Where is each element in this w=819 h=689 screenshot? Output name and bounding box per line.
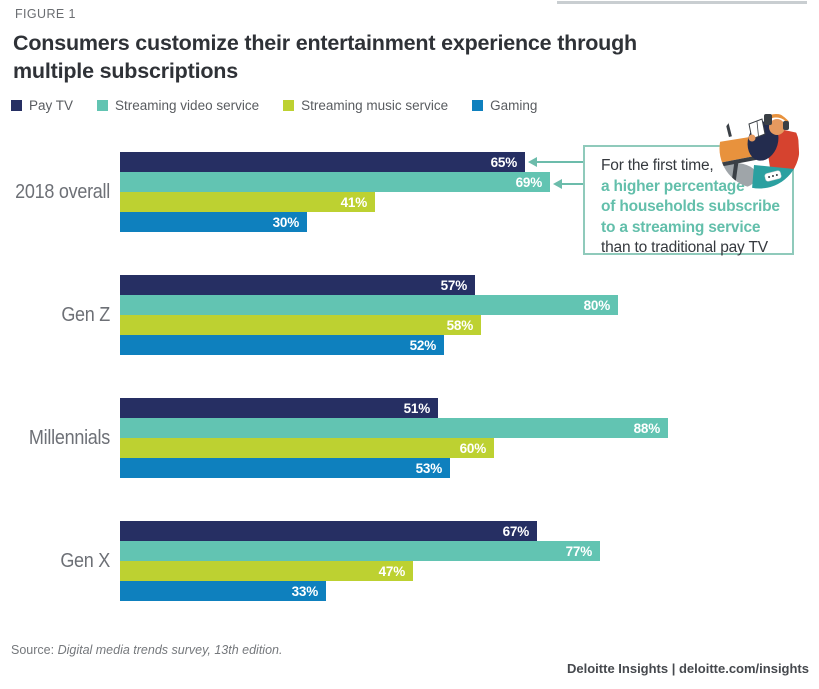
arrow-left-icon <box>528 157 583 167</box>
bar-value-label: 47% <box>378 563 406 579</box>
bar: 30% <box>120 212 307 232</box>
annotation-text: For the first time, a higher percentage of… <box>601 156 792 259</box>
bar-value-label: 58% <box>446 317 474 333</box>
bar-value-label: 65% <box>490 154 518 170</box>
annotation-line: a higher percentage <box>601 177 745 195</box>
bar-value-label: 60% <box>459 440 487 456</box>
bar: 88% <box>120 418 668 438</box>
bar: 60% <box>120 438 494 458</box>
bar: 65% <box>120 152 525 172</box>
bar-value-label: 33% <box>291 583 319 599</box>
figure-title-line1: Consumers customize their entertainment … <box>13 31 637 55</box>
bar-stack: 67% 77% 47% 33% <box>120 521 600 601</box>
bar: 80% <box>120 295 618 315</box>
bar: 52% <box>120 335 444 355</box>
legend-label: Streaming music service <box>301 98 449 113</box>
bar: 67% <box>120 521 537 541</box>
bar-value-label: 57% <box>440 277 468 293</box>
bar-value-label: 41% <box>340 194 368 210</box>
bar: 47% <box>120 561 413 581</box>
bar: 51% <box>120 398 438 418</box>
deloitte-insights-credit: Deloitte Insights | deloitte.com/insight… <box>567 661 809 676</box>
legend-swatch-icon <box>97 100 109 111</box>
annotation-box: For the first time, a higher percentage of… <box>583 145 794 256</box>
annotation-line: to a streaming service <box>601 218 761 236</box>
bar-group: Gen X 67% 77% 47% 33% <box>0 521 819 601</box>
bar: 53% <box>120 458 450 478</box>
bar-stack: 51% 88% 60% 53% <box>120 398 668 478</box>
bar-value-label: 80% <box>583 297 611 313</box>
legend-swatch-icon <box>472 100 484 111</box>
legend-label: Gaming <box>490 98 538 113</box>
bar-stack: 57% 80% 58% 52% <box>120 275 618 355</box>
bar: 58% <box>120 315 481 335</box>
bar-value-label: 52% <box>409 337 437 353</box>
bar-group: Gen Z 57% 80% 58% 52% <box>0 275 819 355</box>
annotation-line: of households subscribe <box>601 198 780 215</box>
bar-group: 2018 overall 65% 69% 41% 30% <box>0 152 819 232</box>
figure-title-line2: multiple subscriptions <box>13 59 238 84</box>
category-label: 2018 overall <box>15 180 111 203</box>
legend-item: Streaming video service <box>97 98 259 113</box>
bar: 57% <box>120 275 475 295</box>
bar: 41% <box>120 192 375 212</box>
bar-value-label: 77% <box>565 543 593 559</box>
legend-swatch-icon <box>11 100 22 111</box>
bar: 33% <box>120 581 326 601</box>
bar-value-label: 88% <box>633 420 661 436</box>
person-with-headphones-watching-device-illustration <box>719 108 800 189</box>
legend-label: Pay TV <box>29 98 74 113</box>
legend-label: Streaming video service <box>115 98 260 113</box>
arrow-left-icon <box>553 179 583 189</box>
bar-value-label: 51% <box>403 400 431 416</box>
source-title: Digital media trends survey, 13th editio… <box>57 643 283 657</box>
bar: 77% <box>120 541 600 561</box>
top-divider <box>557 1 807 4</box>
bar-value-label: 30% <box>272 214 300 230</box>
source-note: Source: Digital media trends survey, 13t… <box>11 643 282 657</box>
legend-swatch-icon <box>283 100 295 111</box>
legend-item: Pay TV <box>11 98 73 113</box>
bar-stack: 65% 69% 41% 30% <box>120 152 550 232</box>
category-label: Gen Z <box>61 303 110 326</box>
figure-label: FIGURE 1 <box>15 7 76 21</box>
bar-value-label: 69% <box>515 174 543 190</box>
bar-group: Millennials 51% 88% 60% 53% <box>0 398 819 478</box>
legend-item: Streaming music service <box>283 98 448 113</box>
category-label: Gen X <box>60 549 110 572</box>
bar-value-label: 67% <box>502 523 530 539</box>
source-prefix: Source: <box>11 643 58 657</box>
annotation-line: than to traditional pay TV <box>601 239 768 256</box>
category-label: Millennials <box>28 426 110 449</box>
bar-value-label: 53% <box>415 460 443 476</box>
figure-title: Consumers customize their entertainment … <box>13 29 653 86</box>
chart: 2018 overall 65% 69% 41% 30% Gen Z 57% 8… <box>0 152 819 644</box>
annotation-line: For the first time, <box>601 157 714 174</box>
bar: 69% <box>120 172 550 192</box>
legend-item: Gaming <box>472 98 537 113</box>
legend: Pay TV Streaming video service Streaming… <box>11 98 537 113</box>
